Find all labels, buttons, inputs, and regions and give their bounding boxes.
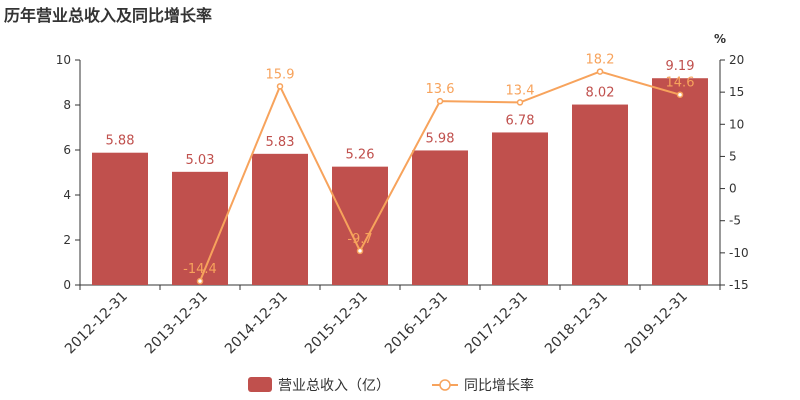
x-tick-label: 2018-12-31 — [542, 289, 611, 358]
line-point — [276, 83, 284, 90]
line-value-label: -14.4 — [183, 262, 217, 277]
bar — [652, 78, 708, 285]
bar — [172, 171, 228, 285]
line-point — [356, 247, 364, 255]
bar-value-label: 5.26 — [346, 148, 375, 163]
y-right-tick-label: 10 — [729, 117, 744, 131]
bar — [252, 153, 308, 285]
y-right-unit: % — [714, 32, 726, 46]
y-left-tick-label: 10 — [56, 53, 71, 67]
legend-line-label: 同比增长率 — [464, 377, 534, 394]
legend-bar-label: 营业总收入（亿） — [278, 378, 390, 394]
y-right-tick-label: -5 — [729, 214, 741, 228]
x-tick-label: 2016-12-31 — [382, 289, 451, 358]
bar — [92, 152, 148, 285]
line-value-label: 13.4 — [506, 83, 535, 98]
y-right-tick-label: -15 — [729, 278, 749, 292]
line-point — [196, 277, 204, 285]
bar-value-label: 5.03 — [186, 153, 215, 168]
y-right-tick-label: 15 — [729, 85, 744, 99]
line-value-label: 14.6 — [666, 76, 695, 91]
x-tick-label: 2012-12-31 — [62, 289, 131, 358]
legend-bar-swatch — [248, 377, 272, 392]
y-left-tick-label: 8 — [63, 98, 71, 112]
y-right-tick-label: 0 — [729, 182, 737, 196]
line-value-label: -9.7 — [347, 232, 372, 247]
bar-value-label: 5.83 — [266, 135, 295, 150]
line-point — [676, 91, 684, 98]
bar — [572, 104, 628, 285]
bar-value-label: 8.02 — [586, 86, 615, 101]
line-value-label: 13.6 — [426, 82, 455, 97]
bar — [492, 132, 548, 285]
line-point — [436, 97, 444, 105]
bar — [332, 166, 388, 285]
x-tick-label: 2013-12-31 — [142, 289, 211, 358]
x-tick-label: 2015-12-31 — [302, 289, 371, 358]
bar-value-label: 5.98 — [426, 131, 455, 146]
x-tick-label: 2019-12-31 — [622, 289, 691, 358]
bar — [412, 150, 468, 285]
line-point — [516, 99, 524, 106]
bar-value-label: 9.19 — [666, 59, 695, 74]
y-right-tick-label: 20 — [729, 53, 744, 67]
line-point — [596, 68, 604, 75]
bar-series — [92, 78, 708, 285]
y-left-tick-label: 0 — [63, 278, 71, 292]
x-tick-label: 2017-12-31 — [462, 289, 531, 358]
bar-value-label: 5.88 — [106, 134, 135, 149]
axes: 0 2 4 6 8 10 -15 -10 -5 0 5 10 15 20% 2012-12-31 2013-1… — [56, 32, 749, 357]
line-value-label: 15.9 — [266, 67, 295, 82]
line-value-label: 18.2 — [586, 53, 615, 68]
y-left-tick-label: 2 — [63, 233, 71, 247]
y-left-tick-label: 4 — [63, 188, 71, 202]
chart-title: 历年营业总收入及同比增长率 — [4, 6, 213, 25]
legend-line-marker — [439, 379, 451, 391]
y-right-tick-label: 5 — [729, 149, 737, 163]
y-right-tick-label: -10 — [729, 246, 749, 260]
bar-value-label: 6.78 — [506, 113, 535, 128]
x-tick-label: 2014-12-31 — [222, 289, 291, 358]
legend[interactable]: 营业总收入（亿） 同比增长率 — [248, 377, 534, 394]
line-series — [196, 68, 684, 285]
y-left-tick-label: 6 — [63, 143, 71, 157]
data-labels: 5.88 5.03 5.83 5.26 5.98 6.78 8.02 9.19 -14.4 15.… — [106, 53, 695, 278]
